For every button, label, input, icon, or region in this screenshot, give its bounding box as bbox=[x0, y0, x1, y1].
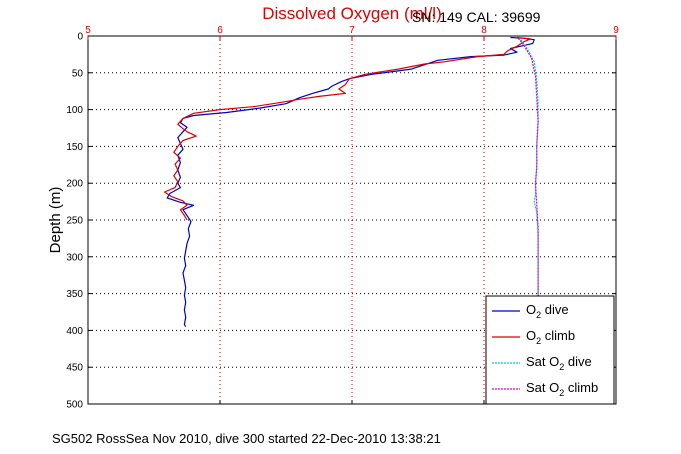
footer-caption: SG502 RossSea Nov 2010, dive 300 started… bbox=[52, 431, 441, 446]
legend-entry-3: Sat O2 climb bbox=[526, 380, 598, 398]
y-tick-label: 500 bbox=[66, 400, 83, 411]
legend-entry-1: O2 climb bbox=[526, 328, 575, 346]
y-tick-label: 400 bbox=[66, 326, 83, 337]
series-line-3 bbox=[517, 37, 539, 316]
x-tick-label: 8 bbox=[481, 25, 487, 36]
y-axis-label: Depth (m) bbox=[47, 187, 64, 254]
series-layer bbox=[164, 36, 539, 328]
series-line-1 bbox=[164, 36, 531, 221]
x-axis-ticks: 5 6 7 8 9 bbox=[85, 25, 619, 404]
series-line-2 bbox=[520, 39, 539, 320]
legend-entry-0: O2 dive bbox=[526, 302, 569, 320]
x-tick-label: 9 bbox=[613, 25, 619, 36]
legend-entry-2: Sat O2 dive bbox=[526, 354, 592, 372]
y-tick-label: 300 bbox=[66, 252, 83, 263]
y-tick-label: 250 bbox=[66, 216, 83, 227]
legend: O2 dive O2 climb Sat O2 dive Sat O2 climb bbox=[485, 295, 615, 405]
y-tick-label: 50 bbox=[72, 68, 84, 79]
y-tick-label: 0 bbox=[77, 32, 83, 43]
x-tick-label: 5 bbox=[85, 25, 91, 36]
grid bbox=[88, 36, 616, 404]
y-axis-ticks: 0 50 100 150 200 250 300 350 400 450 500 bbox=[66, 32, 616, 411]
legend-box bbox=[485, 295, 615, 405]
chart-subtitle: SN: 149 CAL: 39699 bbox=[412, 9, 541, 25]
y-tick-label: 150 bbox=[66, 142, 83, 153]
y-tick-label: 200 bbox=[66, 179, 83, 190]
y-tick-label: 100 bbox=[66, 105, 83, 116]
y-tick-label: 350 bbox=[66, 289, 83, 300]
series-line-0 bbox=[166, 36, 535, 328]
y-tick-label: 450 bbox=[66, 363, 83, 374]
x-tick-label: 6 bbox=[217, 25, 223, 36]
chart-title: Dissolved Oxygen (ml/l) bbox=[262, 4, 442, 23]
x-tick-label: 7 bbox=[349, 25, 355, 36]
